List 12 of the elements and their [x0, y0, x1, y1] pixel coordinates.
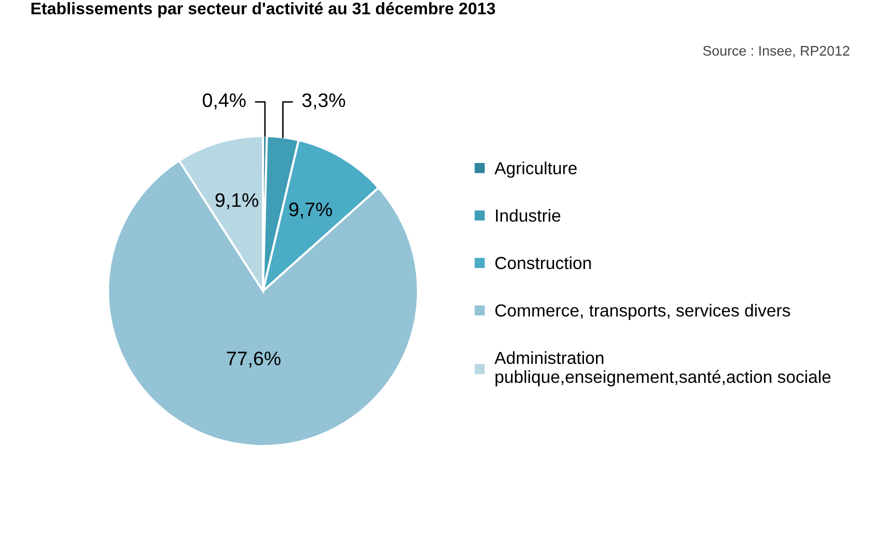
data-label: 0,4%	[202, 93, 246, 110]
data-label: 9,7%	[289, 202, 332, 219]
chart-title: Etablissements par secteur d'activité au 31 décembre 2013	[31, 2, 496, 18]
data-label: 3,3%	[302, 93, 346, 110]
legend-label: Agriculture	[494, 162, 577, 178]
data-label: 9,1%	[216, 193, 258, 210]
legend-label: Construction	[495, 256, 591, 270]
legend-label: Industrie	[496, 209, 560, 222]
legend-label: Commerce, transports, services divers	[495, 304, 790, 320]
legend-label: Administration publique,enseignement,santé,action sociale	[494, 351, 831, 386]
data-label: 77,6%	[227, 352, 280, 368]
source-note: Source : Insee, RP2012	[703, 46, 850, 58]
